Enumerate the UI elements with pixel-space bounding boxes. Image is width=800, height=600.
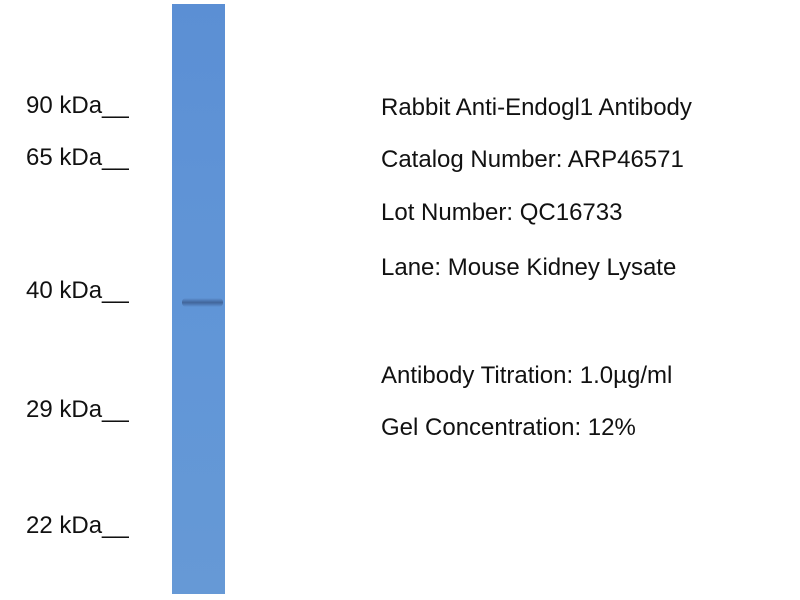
marker-65: 65 kDa__ [26, 144, 129, 171]
marker-90: 90 kDa__ [26, 92, 129, 119]
catalog-number: Catalog Number: ARP46571 [381, 146, 684, 173]
lot-number: Lot Number: QC16733 [381, 199, 623, 226]
antibody-titration: Antibody Titration: 1.0µg/ml [381, 362, 673, 389]
protein-band [182, 298, 223, 307]
marker-29: 29 kDa__ [26, 396, 129, 423]
marker-40: 40 kDa__ [26, 277, 129, 304]
marker-22: 22 kDa__ [26, 512, 129, 539]
lane-description: Lane: Mouse Kidney Lysate [381, 254, 677, 281]
antibody-name: Rabbit Anti-Endogl1 Antibody [381, 94, 692, 121]
blot-lane [172, 4, 225, 594]
gel-concentration: Gel Concentration: 12% [381, 414, 636, 441]
